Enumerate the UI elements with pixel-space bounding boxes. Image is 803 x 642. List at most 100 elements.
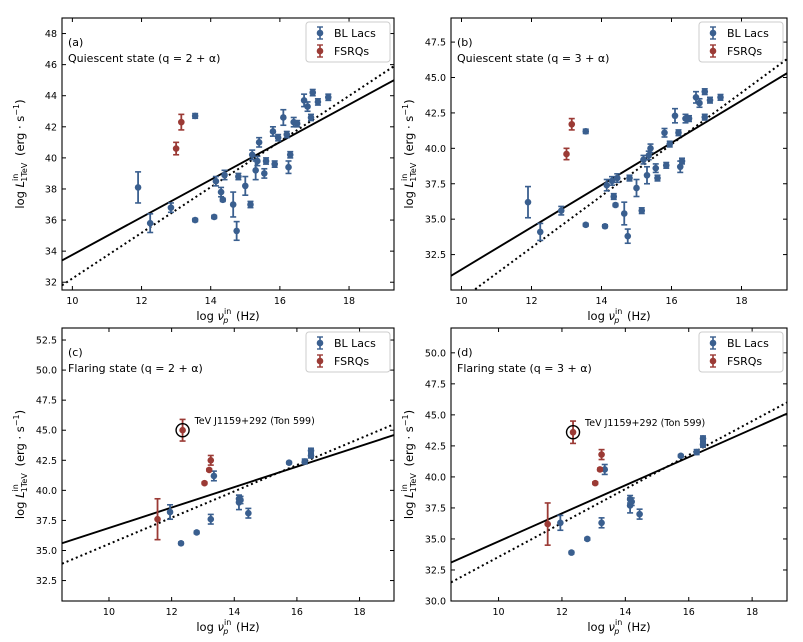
bl-lac-point: [191, 216, 199, 224]
legend-bl-lacs: BL Lacs: [709, 336, 769, 350]
y-tick-label: 50.0: [425, 348, 446, 359]
x-axis-label: log νin p (Hz): [587, 307, 650, 325]
point-marker: [568, 549, 575, 556]
panel-label: (d): [457, 346, 473, 359]
point-marker: [661, 129, 668, 137]
point-marker: [286, 151, 294, 159]
legend-box: [698, 21, 784, 63]
point-marker: [624, 232, 632, 240]
point-marker: [324, 93, 332, 101]
x-tick-label: 10: [493, 607, 505, 618]
point-marker: [221, 171, 228, 179]
point-marker: [254, 157, 261, 165]
legend-bl-lacs: BL Lacs: [709, 26, 769, 40]
y-tick-label: 45.0: [36, 426, 57, 437]
point-marker: [536, 228, 544, 236]
state-label: Flaring state (q = 2 + α): [68, 362, 203, 375]
point-marker: [283, 131, 291, 138]
legend-box: [698, 331, 784, 373]
legend-label: FSRQs: [727, 45, 762, 58]
point-marker: [706, 96, 714, 104]
y-tick-label: 48: [45, 29, 57, 40]
bl-lac-point: [601, 222, 609, 230]
panel-3: 10 12 14 16 18 32.5 35.0 37.5 40.0 42.5 45.0 47.5 50…: [11, 327, 395, 636]
legend-bl-lacs: BL Lacs: [316, 26, 376, 40]
y-tick-label: 35.0: [425, 534, 446, 545]
legend-label: FSRQs: [334, 355, 369, 368]
y-tick-label: 35.0: [425, 215, 446, 226]
y-tick-label: 38: [45, 184, 57, 195]
bl-lac-point: [233, 220, 240, 242]
legend: BL Lacs FSRQs: [698, 21, 784, 63]
x-tick-label: 18: [354, 607, 366, 618]
point-marker: [557, 519, 564, 527]
bl-lac-point: [146, 213, 154, 234]
point-marker: [524, 198, 532, 206]
point-marker: [210, 472, 218, 480]
bl-lac-point: [536, 222, 544, 242]
bl-lac-point: [582, 128, 590, 135]
fsrq-point: [154, 497, 161, 541]
bl-lac-point: [598, 517, 605, 529]
fsrq-point: [591, 479, 599, 487]
fit-line-dotted: [62, 423, 394, 565]
y-tick-label: 45.0: [425, 73, 446, 84]
bl-lac-point: [212, 175, 220, 187]
point-marker: [285, 163, 292, 171]
panel-label: (b): [457, 36, 473, 49]
fit-line-solid: [62, 79, 394, 262]
panel-label: (c): [68, 346, 83, 359]
point-marker: [219, 196, 227, 204]
bl-lac-point: [652, 163, 660, 174]
bl-lac-point: [717, 93, 724, 101]
legend-marker: [316, 29, 324, 37]
y-tick-label: 42: [45, 122, 57, 133]
point-marker: [233, 227, 240, 235]
plot-area: [451, 58, 787, 290]
point-marker: [675, 129, 682, 137]
bl-lac-point: [269, 126, 277, 137]
legend-fsrqs: FSRQs: [316, 354, 369, 368]
point-marker: [677, 452, 685, 460]
bl-lac-point: [706, 96, 714, 104]
point-marker: [229, 201, 237, 208]
point-marker: [301, 458, 309, 465]
fsrq-point: [596, 466, 604, 473]
bl-lac-point: [254, 155, 261, 167]
bl-lac-point: [191, 112, 199, 120]
point-marker: [598, 519, 605, 527]
legend-box: [305, 21, 391, 63]
legend-fsrqs: FSRQs: [709, 44, 762, 58]
point-marker: [568, 120, 576, 128]
y-tick-label: 32.5: [36, 576, 57, 587]
y-tick-label: 37.5: [425, 503, 446, 514]
point-marker: [247, 201, 254, 208]
annotation-label: TeV J1159+292 (Ton 599): [194, 416, 315, 427]
y-axis-label: log Lin1TeV (erg · s−1): [11, 99, 29, 208]
point-marker: [591, 479, 599, 487]
ton599-ring: [565, 425, 581, 440]
bl-lac-point: [229, 191, 237, 218]
fit-line-dotted: [62, 65, 394, 287]
fsrq-point: [598, 448, 605, 461]
point-marker: [638, 207, 646, 214]
bl-lac-point: [177, 539, 185, 547]
y-axis-label: log Lin1TeV (erg · s−1): [11, 410, 29, 519]
legend-marker: [316, 339, 324, 347]
point-marker: [569, 428, 577, 436]
ton599-point: [569, 420, 577, 445]
fsrq-point: [201, 479, 208, 487]
point-marker: [626, 174, 633, 182]
point-marker: [179, 426, 186, 434]
ton599-ring: [175, 423, 190, 438]
legend-marker: [709, 47, 717, 55]
bl-lac-point: [671, 107, 679, 124]
point-marker: [261, 170, 268, 177]
point-marker: [608, 177, 616, 185]
bl-lac-point: [568, 549, 575, 556]
bl-lac-point: [677, 452, 685, 460]
legend-bl-lacs: BL Lacs: [316, 336, 376, 350]
y-tick-label: 50.0: [36, 366, 57, 377]
point-marker: [207, 515, 215, 523]
